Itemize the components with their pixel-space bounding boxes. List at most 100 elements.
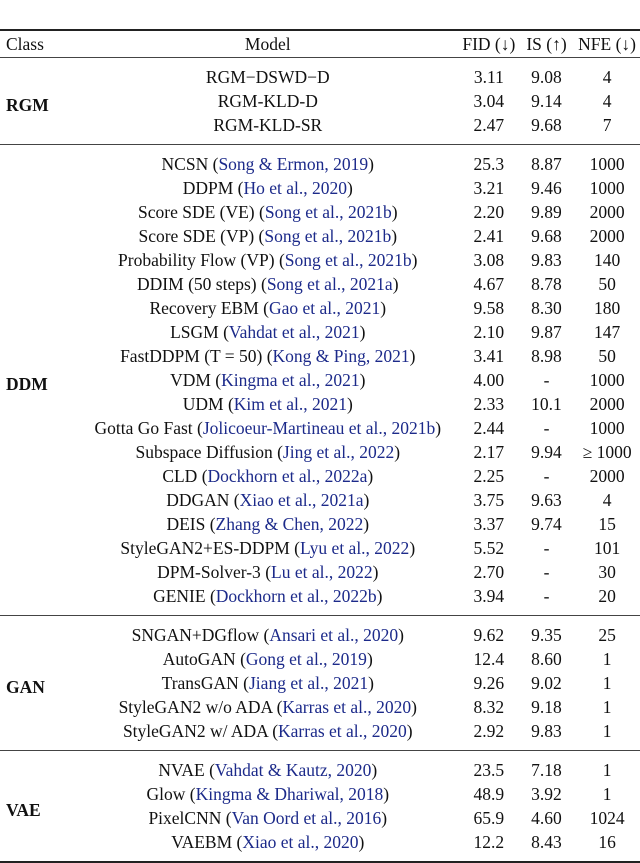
table-row: UDM (Kim et al., 2021) 2.33 10.1 2000 bbox=[0, 392, 640, 416]
model-cell: Glow (Kingma & Dhariwal, 2018) bbox=[146, 784, 390, 804]
citation-link[interactable]: Kim et al., 2021 bbox=[233, 394, 348, 414]
fid-value: 23.5 bbox=[473, 760, 505, 780]
citation-link[interactable]: Song et al., 2021b bbox=[284, 250, 412, 270]
citation-link[interactable]: Gong et al., 2019 bbox=[245, 649, 367, 669]
model-name: RGM-KLD-D bbox=[217, 91, 318, 111]
citation-link[interactable]: Kong & Ping, 2021 bbox=[272, 346, 410, 366]
citation-link[interactable]: Van Oord et al., 2016 bbox=[231, 808, 382, 828]
table-row: CLD (Dockhorn et al., 2022a) 2.25 - 2000 bbox=[0, 464, 640, 488]
model-name: CLD bbox=[162, 466, 198, 486]
model-name: VAEBM bbox=[171, 832, 233, 852]
is-value: 9.68 bbox=[531, 115, 562, 135]
is-value: - bbox=[543, 586, 550, 606]
table-row: StyleGAN2+ES-DDPM (Lyu et al., 2022) 5.52… bbox=[0, 536, 640, 560]
table-row: Recovery EBM (Gao et al., 2021) 9.58 8.30 1… bbox=[0, 296, 640, 320]
table-row: PixelCNN (Van Oord et al., 2016) 65.9 4.60… bbox=[0, 806, 640, 830]
model-cell: DDPM (Ho et al., 2020) bbox=[182, 178, 353, 198]
citation-link[interactable]: Lyu et al., 2022 bbox=[299, 538, 410, 558]
nfe-value: 30 bbox=[598, 562, 616, 582]
model-cell: Recovery EBM (Gao et al., 2021) bbox=[149, 298, 387, 318]
citation-link[interactable]: Jolicoeur-Martineau et al., 2021b bbox=[202, 418, 436, 438]
is-value: 8.87 bbox=[531, 154, 562, 174]
fid-value: 3.75 bbox=[473, 490, 505, 510]
table-row: StyleGAN2 w/o ADA (Karras et al., 2020) 8… bbox=[0, 695, 640, 719]
nfe-value: 1000 bbox=[589, 370, 625, 390]
model-cell: Score SDE (VP) (Song et al., 2021b) bbox=[138, 226, 398, 246]
nfe-value: 140 bbox=[593, 250, 621, 270]
col-fid: FID (↓) bbox=[462, 34, 516, 54]
table-row: RGM-KLD-D 3.04 9.14 4 bbox=[0, 89, 640, 113]
is-value: 7.18 bbox=[531, 760, 562, 780]
model-name: Gotta Go Fast bbox=[94, 418, 193, 438]
model-cell: StyleGAN2+ES-DDPM (Lyu et al., 2022) bbox=[120, 538, 416, 558]
nfe-value: 25 bbox=[598, 625, 616, 645]
citation-link[interactable]: Jing et al., 2022 bbox=[282, 442, 395, 462]
is-value: 4.60 bbox=[531, 808, 562, 828]
citation-link[interactable]: Gao et al., 2021 bbox=[269, 298, 381, 318]
fid-value: 2.44 bbox=[473, 418, 505, 438]
model-name: DEIS bbox=[166, 514, 206, 534]
citation-link[interactable]: Dockhorn et al., 2022b bbox=[215, 586, 377, 606]
table-row: GENIE (Dockhorn et al., 2022b) 3.94 - 20 bbox=[0, 584, 640, 616]
fid-value: 4.67 bbox=[473, 274, 505, 294]
nfe-value: 1 bbox=[602, 697, 612, 717]
nfe-value: 20 bbox=[598, 586, 616, 606]
citation-link[interactable]: Song et al., 2021a bbox=[266, 274, 393, 294]
model-cell: DEIS (Zhang & Chen, 2022) bbox=[166, 514, 370, 534]
is-value: 9.83 bbox=[531, 250, 562, 270]
is-value: 8.43 bbox=[531, 832, 562, 852]
model-cell: Score SDE (VE) (Song et al., 2021b) bbox=[138, 202, 398, 222]
citation-link[interactable]: Vahdat et al., 2021 bbox=[228, 322, 360, 342]
fid-value: 2.70 bbox=[473, 562, 505, 582]
is-value: 9.89 bbox=[531, 202, 562, 222]
fid-value: 12.2 bbox=[473, 832, 505, 852]
citation-link[interactable]: Lu et al., 2022 bbox=[271, 562, 373, 582]
table-row: VAEBM (Xiao et al., 2020) 12.2 8.43 16 bbox=[0, 830, 640, 862]
model-cell: DDIM (50 steps) (Song et al., 2021a) bbox=[137, 274, 399, 294]
model-cell: Subspace Diffusion (Jing et al., 2022) bbox=[135, 442, 401, 462]
model-cell: VAEBM (Xiao et al., 2020) bbox=[171, 832, 365, 852]
citation-link[interactable]: Ho et al., 2020 bbox=[243, 178, 348, 198]
citation-link[interactable]: Vahdat & Kautz, 2020 bbox=[214, 760, 372, 780]
citation-link[interactable]: Song et al., 2021b bbox=[264, 202, 392, 222]
table-row: DDM NCSN (Song & Ermon, 2019) 25.3 8.87 1000 bbox=[0, 145, 640, 394]
nfe-value: 2000 bbox=[589, 226, 625, 246]
model-cell: StyleGAN2 w/ ADA (Karras et al., 2020) bbox=[122, 721, 413, 741]
citation-link[interactable]: Jiang et al., 2021 bbox=[249, 673, 369, 693]
citation-link[interactable]: Kingma et al., 2021 bbox=[221, 370, 360, 390]
col-class: Class bbox=[6, 34, 44, 54]
citation-link[interactable]: Dockhorn et al., 2022a bbox=[207, 466, 368, 486]
citation-link[interactable]: Song et al., 2021b bbox=[264, 226, 392, 246]
model-name: Probability Flow (VP) bbox=[118, 250, 275, 270]
model-cell: TransGAN (Jiang et al., 2021) bbox=[161, 673, 374, 693]
fid-value: 9.58 bbox=[473, 298, 505, 318]
is-value: 10.1 bbox=[531, 394, 562, 414]
table-row: DDIM (50 steps) (Song et al., 2021a) 4.67… bbox=[0, 272, 640, 296]
model-cell: DPM-Solver-3 (Lu et al., 2022) bbox=[157, 562, 379, 582]
model-name: NCSN bbox=[161, 154, 209, 174]
citation-link[interactable]: Zhang & Chen, 2022 bbox=[215, 514, 364, 534]
citation-link[interactable]: Karras et al., 2020 bbox=[282, 697, 412, 717]
nfe-value: 2000 bbox=[589, 394, 625, 414]
fid-value: 65.9 bbox=[473, 808, 505, 828]
citation-link[interactable]: Ansari et al., 2020 bbox=[269, 625, 399, 645]
citation-link[interactable]: Xiao et al., 2021a bbox=[239, 490, 364, 510]
is-value: 9.14 bbox=[531, 91, 562, 111]
citation-link[interactable]: Song & Ermon, 2019 bbox=[218, 154, 369, 174]
model-name: TransGAN bbox=[161, 673, 239, 693]
citation-link[interactable]: Xiao et al., 2020 bbox=[242, 832, 359, 852]
nfe-value: 50 bbox=[598, 274, 616, 294]
nfe-value: 147 bbox=[593, 322, 621, 342]
table-header: Class Model FID (↓) IS (↑) NFE (↓) bbox=[0, 30, 640, 58]
group-rgm: RGM RGM−DSWD−D 3.11 9.08 4 RGM-KLD-D 3.04 9.14 4… bbox=[0, 57, 640, 145]
citation-link[interactable]: Kingma & Dhariwal, 2018 bbox=[195, 784, 384, 804]
model-cell: GENIE (Dockhorn et al., 2022b) bbox=[153, 586, 383, 606]
table-row: GAN SNGAN+DGflow (Ansari et al., 2020) 9.6… bbox=[0, 616, 640, 697]
group-vae: VAE NVAE (Vahdat & Kautz, 2020) 23.5 7.18 1 G… bbox=[0, 750, 640, 862]
group-gan: GAN SNGAN+DGflow (Ansari et al., 2020) 9.6… bbox=[0, 615, 640, 751]
model-cell: RGM−DSWD−D bbox=[77, 58, 459, 90]
nfe-value: 1 bbox=[602, 721, 612, 741]
model-name: Subspace Diffusion bbox=[135, 442, 273, 462]
citation-link[interactable]: Karras et al., 2020 bbox=[278, 721, 407, 741]
is-value: 9.94 bbox=[531, 442, 562, 462]
